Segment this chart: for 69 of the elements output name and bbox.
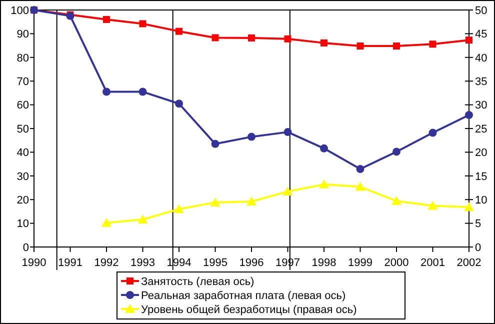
x-tick-label: 1996 (239, 257, 264, 269)
point (248, 34, 255, 42)
legend-label: Занятость (левая ось) (141, 276, 254, 288)
x-tick-label: 2000 (384, 257, 409, 269)
y-tick-label: 30 (16, 170, 29, 183)
point (356, 42, 364, 50)
y2-tick-label: 5 (475, 218, 482, 230)
y2-tick-label: 35 (475, 76, 488, 88)
x-tick-label: 1991 (58, 257, 82, 269)
point (393, 42, 400, 50)
point (428, 128, 437, 137)
point (138, 88, 147, 96)
point (102, 218, 112, 227)
point (174, 204, 184, 214)
x-tick-label: 1998 (312, 257, 336, 269)
point (429, 40, 436, 48)
y-tick-label: 70 (16, 76, 29, 88)
point (428, 200, 438, 210)
y2-tick-label: 15 (475, 170, 488, 183)
point (355, 182, 366, 191)
y2-tick-label: 25 (475, 123, 488, 136)
point (246, 196, 256, 206)
y-tick-label: 90 (16, 28, 29, 41)
point (282, 186, 293, 196)
point (102, 88, 110, 96)
y-tick-label: 80 (16, 52, 29, 64)
y-tick-label: 0 (22, 242, 29, 254)
point (211, 140, 220, 148)
point (284, 128, 292, 136)
point (284, 35, 292, 42)
y-tick-label: 50 (16, 123, 29, 136)
y-tick-label: 40 (16, 147, 29, 160)
point (466, 36, 472, 44)
point (465, 110, 473, 119)
point (210, 197, 220, 206)
x-tick-label: 1990 (22, 257, 46, 269)
x-tick-label: 1995 (203, 257, 228, 269)
y2-tick-label: 0 (475, 242, 482, 254)
point (175, 100, 183, 108)
point (356, 165, 364, 174)
y2-tick-label: 50 (475, 4, 488, 17)
point (392, 148, 400, 156)
legend-label: Уровень общей безработицы (правая ось) (141, 304, 357, 316)
x-tick-label: 2002 (456, 257, 482, 269)
point (176, 28, 182, 35)
y2-tick-label: 30 (475, 100, 488, 112)
point (138, 214, 148, 224)
y2-tick-label: 20 (475, 147, 488, 160)
y2-tick-label: 40 (475, 52, 488, 64)
legend-label: Реальная заработная плата (левая ось) (141, 290, 346, 302)
y-tick-label: 60 (16, 100, 29, 112)
x-tick-label: 2001 (420, 257, 445, 269)
point (320, 144, 328, 152)
x-tick-label: 1999 (348, 257, 372, 269)
point (103, 16, 110, 23)
point (464, 202, 474, 212)
x-tick-label: 1993 (130, 257, 155, 269)
point (248, 132, 256, 141)
point (392, 196, 402, 206)
point (320, 39, 328, 46)
y2-tick-label: 45 (475, 28, 488, 41)
y2-tick-label: 10 (475, 194, 488, 206)
point (319, 179, 329, 188)
y-tick-label: 100 (10, 4, 29, 17)
y-tick-label: 10 (16, 218, 29, 230)
point (139, 20, 146, 28)
y-tick-label: 20 (16, 194, 29, 206)
point (212, 34, 219, 42)
x-tick-label: 1992 (94, 257, 119, 269)
